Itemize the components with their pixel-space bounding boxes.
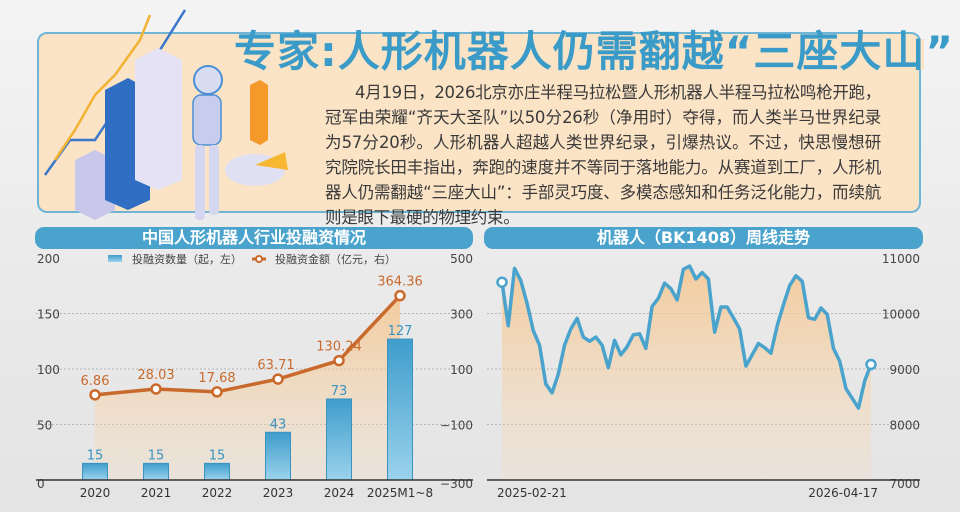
left-axis-tick: 0 (37, 477, 45, 491)
line-label: 28.03 (137, 368, 174, 383)
line-area-fill (502, 266, 871, 480)
robot-illustration (43, 9, 288, 220)
bar-2024 (326, 398, 352, 481)
bar-label: 15 (148, 448, 165, 463)
page-title: 专家:人形机器人仍需翻越“三座大山” (230, 18, 953, 76)
legend-bar-label: 投融资数量（起，左） (132, 252, 242, 266)
y-axis-tick: 9000 (889, 363, 920, 377)
bar-label: 15 (209, 448, 226, 463)
x-axis-tick: 2025M1~8 (367, 486, 433, 500)
y-axis-tick: 8000 (889, 419, 920, 433)
right-axis-tick: −300 (440, 477, 473, 491)
illustration-pie-slice (255, 152, 288, 170)
bar-2022 (204, 462, 230, 481)
bar-2020 (82, 462, 108, 481)
line-point (333, 354, 345, 367)
line-point (272, 373, 284, 385)
line-point (89, 389, 101, 401)
line-point (211, 386, 223, 398)
robot-leg (209, 145, 219, 215)
y-axis-tick: 10000 (882, 308, 920, 322)
bar-2023 (265, 431, 291, 481)
bar-label: 43 (270, 417, 287, 432)
x-axis-tick: 2023 (263, 486, 294, 500)
line-series-amount (94, 294, 402, 397)
left-axis-tick: 100 (37, 363, 60, 377)
bar-2021 (143, 462, 169, 481)
bar-label: 127 (388, 324, 413, 339)
line-point (150, 383, 162, 395)
right-chart-title: 机器人（BK1408）周线走势 (484, 227, 923, 249)
x-axis-tick: 2022 (202, 486, 233, 500)
line-label: 364.36 (377, 275, 423, 290)
x-axis-tick: 2020 (80, 486, 111, 500)
line-label: 63.71 (257, 358, 294, 373)
left-axis-tick: 150 (37, 308, 60, 322)
line-area-fill (95, 295, 400, 480)
line-label: 17.68 (198, 371, 235, 386)
bar-label: 73 (331, 384, 348, 399)
endpoint-marker (865, 358, 877, 371)
endpoint-marker (496, 276, 508, 288)
right-axis-tick: 500 (450, 252, 473, 266)
line-series-index (500, 264, 873, 410)
x-axis-tick: 2024 (324, 486, 355, 500)
illustration-bar-orange (250, 80, 268, 145)
right-axis-tick: −100 (440, 419, 473, 433)
right-axis-tick: 100 (450, 363, 473, 377)
x-axis-tick: 2021 (141, 486, 172, 500)
bar-label: 15 (87, 448, 104, 463)
y-axis-tick: 11000 (882, 252, 920, 266)
y-axis-tick: 7000 (889, 477, 920, 491)
legend-line-marker (255, 255, 263, 263)
line-label: 130.24 (316, 340, 362, 355)
legend-line-label: 投融资金额（亿元，右） (275, 252, 396, 266)
x-axis-tick: 2025-02-21 (497, 486, 567, 500)
illustration-trend-line-yellow (53, 14, 152, 161)
bar-2025M1~8 (387, 338, 413, 481)
left-axis-tick: 50 (37, 419, 52, 433)
left-axis-tick: 200 (37, 252, 60, 266)
illustration-bar-white (135, 48, 182, 190)
robot-body (192, 94, 222, 146)
left-chart-title: 中国人形机器人行业投融资情况 (35, 227, 473, 249)
line-label: 6.86 (81, 374, 110, 389)
line-point (394, 289, 406, 302)
legend-bar-swatch (108, 255, 122, 262)
intro-paragraph: 4月19日，2026北京亦庄半程马拉松暨人形机器人半程马拉松鸣枪开跑，冠军由荣耀… (325, 83, 881, 227)
robot-head (193, 65, 223, 95)
right-axis-tick: 300 (450, 308, 473, 322)
x-axis-tick: 2026-04-17 (808, 486, 878, 500)
robot-leg (195, 145, 205, 220)
